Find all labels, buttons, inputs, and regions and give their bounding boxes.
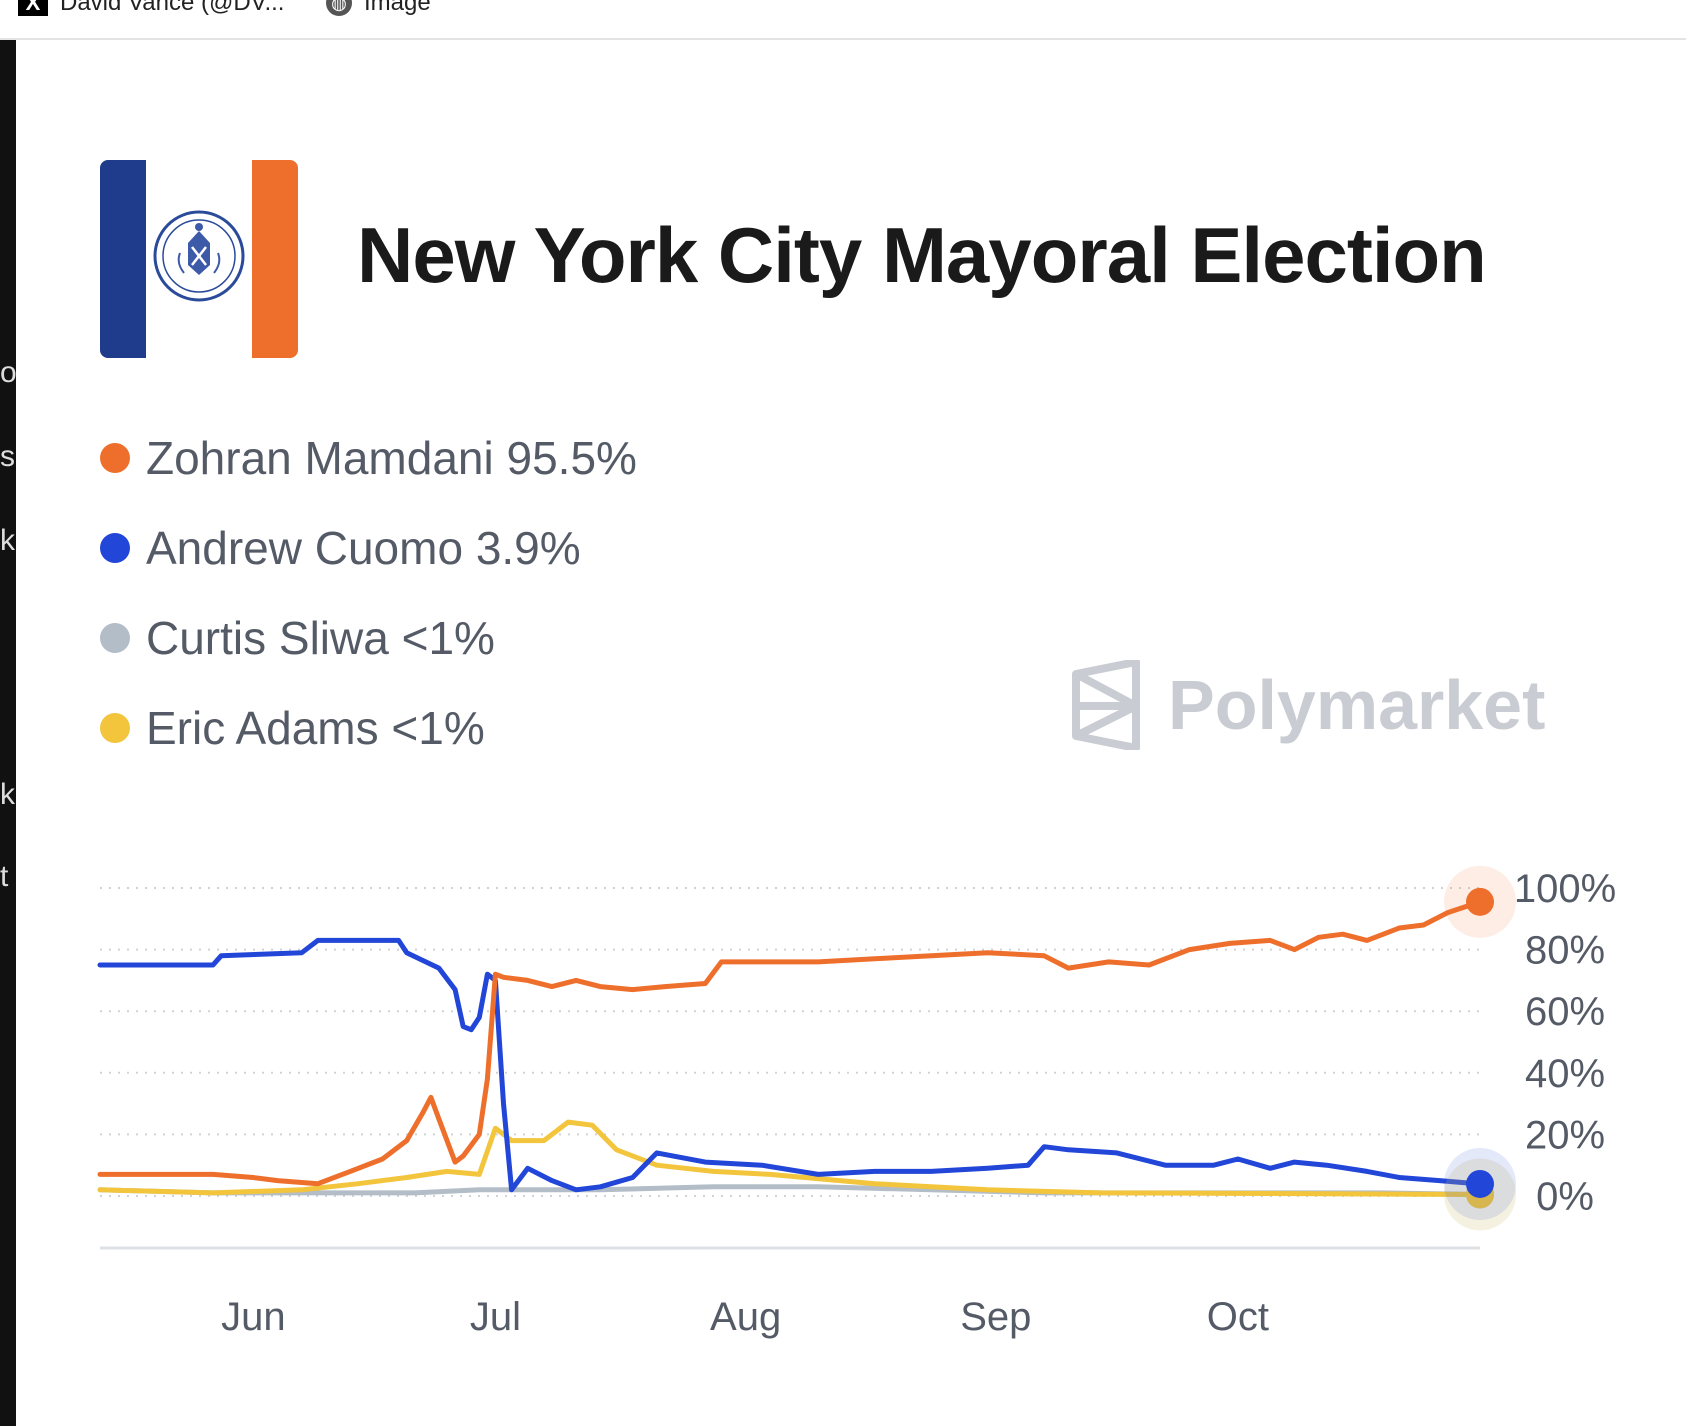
legend-label: Eric Adams <1%	[146, 702, 485, 754]
legend-item: Curtis Sliwa <1%	[100, 610, 495, 666]
browser-tab-label: Image	[364, 0, 431, 16]
legend-dot-mamdani	[100, 443, 130, 473]
nyc-seal-icon	[153, 210, 245, 302]
legend-dot-sliwa	[100, 623, 130, 653]
end-marker-andrew-cuomo	[1466, 1169, 1494, 1198]
legend-item: Eric Adams <1%	[100, 700, 485, 756]
y-tick-label: 80%	[1525, 929, 1605, 973]
y-tick-label: 20%	[1525, 1113, 1605, 1157]
x-logo-icon: X	[18, 0, 48, 16]
window-left-edge: o s k k t	[0, 40, 16, 1426]
watermark-label: Polymarket	[1168, 666, 1546, 744]
edge-text-fragment: s	[0, 442, 15, 472]
globe-icon: ◍	[326, 0, 352, 16]
x-tick-label: Sep	[960, 1295, 1031, 1339]
x-tick-label: Aug	[710, 1295, 781, 1339]
page-title: New York City Mayoral Election	[357, 211, 1487, 299]
browser-tab[interactable]: X David Vance (@DV...	[18, 0, 284, 18]
y-tick-label: 0%	[1536, 1175, 1594, 1219]
series-line-eric-adams	[97, 1119, 1483, 1197]
x-tick-label: Jul	[470, 1295, 521, 1339]
series-line-zohran-mamdani	[97, 899, 1483, 1187]
polymarket-logo-icon	[1072, 660, 1140, 750]
y-tick-label: 100%	[1514, 867, 1616, 911]
polymarket-watermark: Polymarket	[1068, 660, 1545, 750]
series-line-andrew-cuomo	[97, 937, 1483, 1193]
edge-text-fragment: k	[0, 526, 15, 556]
legend-label: Zohran Mamdani 95.5%	[146, 432, 637, 484]
browser-tab-strip: X David Vance (@DV... ◍ Image	[0, 0, 1686, 40]
browser-tab-label: David Vance (@DV...	[60, 0, 285, 16]
edge-text-fragment: o	[0, 358, 16, 388]
legend-label: Andrew Cuomo 3.9%	[146, 522, 581, 574]
edge-text-fragment: k	[0, 780, 15, 810]
legend-dot-adams	[100, 713, 130, 743]
end-marker-zohran-mamdani	[1466, 887, 1494, 916]
y-tick-label: 40%	[1525, 1052, 1605, 1096]
browser-tab[interactable]: ◍ Image	[326, 0, 431, 18]
legend-dot-cuomo	[100, 533, 130, 563]
legend-item: Zohran Mamdani 95.5%	[100, 430, 637, 486]
x-tick-label: Jun	[221, 1295, 286, 1339]
legend-label: Curtis Sliwa <1%	[146, 612, 495, 664]
x-tick-label: Oct	[1207, 1295, 1269, 1339]
edge-text-fragment: t	[0, 862, 9, 892]
y-tick-label: 60%	[1525, 990, 1605, 1034]
legend-item: Andrew Cuomo 3.9%	[100, 520, 581, 576]
nyc-flag-logo	[100, 160, 298, 358]
